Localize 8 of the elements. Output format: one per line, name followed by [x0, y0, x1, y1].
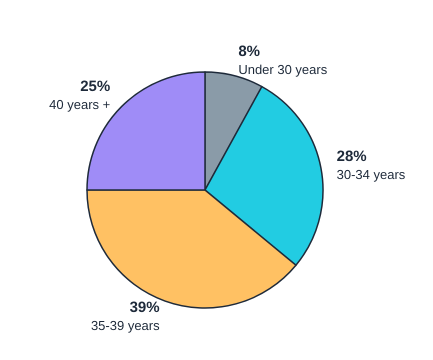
data-label: 25%: [80, 78, 110, 96]
data-label: 39%: [130, 299, 160, 316]
slice-label: 30-34 years: [336, 166, 406, 182]
data-label: 8%: [238, 43, 260, 60]
slice-label: 35-39 years: [90, 318, 160, 334]
data-label: 28%: [336, 148, 367, 165]
slice-label: Under 30 years: [238, 62, 328, 78]
slice-label: 40 years +: [49, 97, 110, 112]
